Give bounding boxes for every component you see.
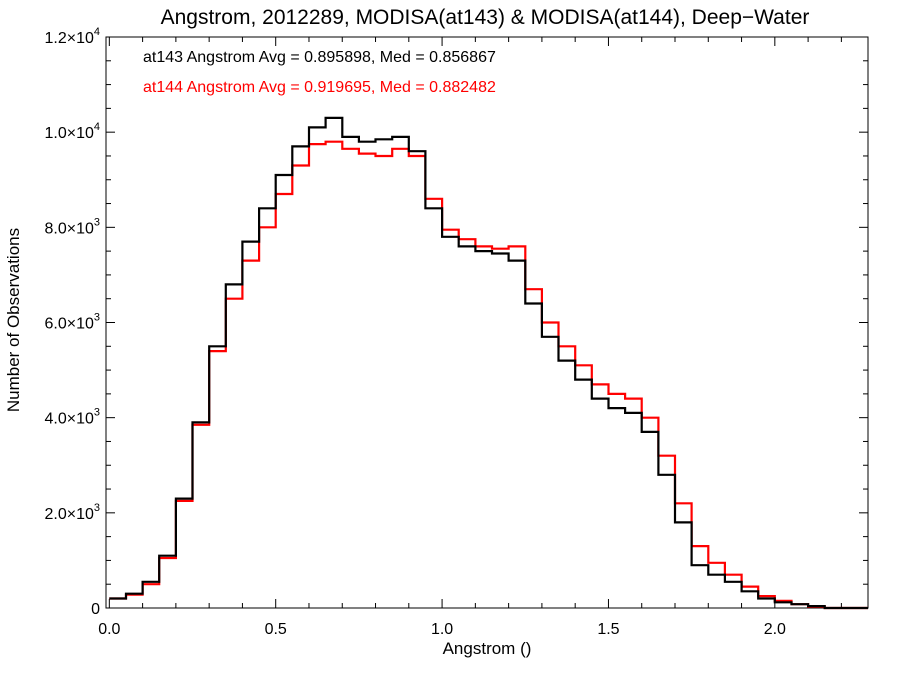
y-tick-label: 0 (91, 601, 100, 618)
x-tick-label: 1.0 (431, 621, 453, 638)
legend: at143 Angstrom Avg = 0.895898, Med = 0.8… (143, 49, 496, 96)
x-axis-label: Angstrom () (443, 639, 532, 658)
y-axis-label: Number of Observations (4, 228, 23, 412)
x-tick-label: 2.0 (764, 621, 786, 638)
y-tick-label: 6.0×103 (44, 312, 100, 333)
series-line-at144 (109, 140, 868, 610)
y-tick-label: 8.0×103 (44, 216, 100, 237)
y-tick-label: 2.0×103 (44, 502, 100, 523)
y-tick-labels: 0 2.0×103 4.0×103 6.0×103 8.0×103 1.0×104 1.2×… (44, 26, 100, 618)
y-tick-label: 1.0×104 (44, 121, 100, 142)
series-layer (109, 116, 868, 610)
legend-entry-at143: at143 Angstrom Avg = 0.895898, Med = 0.8… (143, 49, 496, 66)
y-tick-label: 4.0×103 (44, 407, 100, 428)
x-tick-labels: 0.0 0.5 1.0 1.5 2.0 (98, 621, 786, 638)
x-tick-label: 0.5 (265, 621, 287, 638)
legend-entry-at144: at144 Angstrom Avg = 0.919695, Med = 0.8… (143, 79, 496, 96)
y-tick-label: 1.2×104 (44, 26, 100, 47)
plot-area (105, 36, 869, 610)
series-line-at143 (109, 116, 868, 610)
x-tick-label: 0.0 (98, 621, 120, 638)
plot-frame (105, 36, 869, 609)
axis-ticks (106, 36, 868, 609)
chart-title: Angstrom, 2012289, MODISA(at143) & MODIS… (161, 6, 810, 29)
x-tick-label: 1.5 (597, 621, 619, 638)
